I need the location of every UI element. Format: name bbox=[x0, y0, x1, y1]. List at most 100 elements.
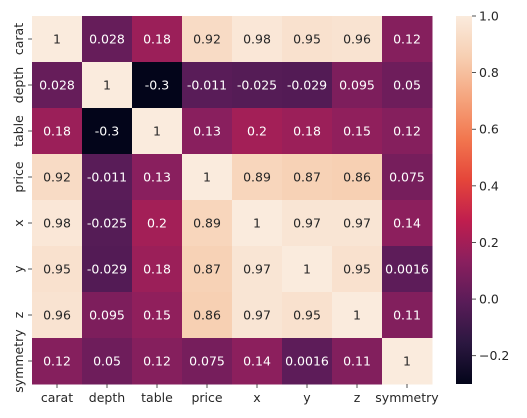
cell-value-label: -0.011 bbox=[187, 78, 227, 93]
heatmap-cell-x-symmetry bbox=[382, 200, 433, 247]
heatmap-cell-y-carat bbox=[32, 246, 83, 293]
y-tick-label-table: table bbox=[11, 115, 26, 147]
heatmap-cell-price-symmetry bbox=[382, 154, 433, 201]
heatmap-cell-carat-table bbox=[132, 16, 183, 63]
cell-value-label: 0.05 bbox=[93, 354, 121, 369]
heatmap-cell-table-carat bbox=[32, 108, 83, 155]
heatmap-cell-y-z bbox=[332, 246, 383, 293]
cell-value-label: 0.12 bbox=[143, 354, 171, 369]
cell-value-label: 0.12 bbox=[393, 124, 421, 139]
cell-value-label: 0.18 bbox=[143, 262, 171, 277]
heatmap-cell-symmetry-table bbox=[132, 338, 183, 385]
cell-value-label: 0.14 bbox=[243, 354, 271, 369]
cell-value-label: 1 bbox=[103, 78, 111, 93]
cell-value-label: 0.95 bbox=[293, 308, 321, 323]
cell-value-label: 0.98 bbox=[243, 32, 271, 47]
heatmap-cell-table-x bbox=[232, 108, 283, 155]
heatmap-cell-price-x bbox=[232, 154, 283, 201]
x-tick-label-x: x bbox=[253, 390, 260, 405]
cell-value-label: 0.98 bbox=[43, 216, 71, 231]
cell-value-label: 0.97 bbox=[243, 308, 271, 323]
heatmap-cell-price-z bbox=[332, 154, 383, 201]
heatmap-cell-symmetry-symmetry bbox=[382, 338, 433, 385]
x-tick-label-y: y bbox=[303, 390, 311, 405]
cell-value-label: 0.96 bbox=[43, 308, 71, 323]
heatmap-cell-price-table bbox=[132, 154, 183, 201]
heatmap-cells bbox=[32, 16, 433, 385]
heatmap-cell-symmetry-carat bbox=[32, 338, 83, 385]
heatmap-cell-price-price bbox=[182, 154, 233, 201]
heatmap-cell-y-depth bbox=[82, 246, 133, 293]
cell-value-label: 0.075 bbox=[389, 170, 425, 185]
cell-value-label: 0.92 bbox=[43, 170, 71, 185]
heatmap-cell-carat-x bbox=[232, 16, 283, 63]
heatmap-cell-table-table bbox=[132, 108, 183, 155]
y-tick-label-price: price bbox=[11, 161, 26, 192]
cell-value-label: 0.87 bbox=[293, 170, 321, 185]
cell-value-label: 0.2 bbox=[247, 124, 267, 139]
heatmap-cell-depth-symmetry bbox=[382, 62, 433, 109]
y-tick-label-depth: depth bbox=[11, 67, 26, 103]
heatmap-cell-y-x bbox=[232, 246, 283, 293]
heatmap-cell-x-carat bbox=[32, 200, 83, 247]
cell-value-label: 0.13 bbox=[143, 170, 171, 185]
cell-value-label: -0.3 bbox=[95, 124, 119, 139]
cell-value-label: -0.029 bbox=[287, 78, 327, 93]
heatmap-cell-x-table bbox=[132, 200, 183, 247]
cell-value-label: 0.97 bbox=[293, 216, 321, 231]
cell-value-label: 0.2 bbox=[147, 216, 167, 231]
heatmap-cell-z-y bbox=[282, 292, 333, 339]
heatmap-cell-depth-carat bbox=[32, 62, 83, 109]
heatmap-cell-carat-symmetry bbox=[382, 16, 433, 63]
x-axis: carat depth table price x y z symmetry bbox=[41, 384, 439, 405]
heatmap-cell-table-y bbox=[282, 108, 333, 155]
cell-value-label: 0.96 bbox=[343, 32, 371, 47]
cell-value-label: 0.87 bbox=[193, 262, 221, 277]
heatmap-cell-carat-z bbox=[332, 16, 383, 63]
cell-value-label: 0.18 bbox=[43, 124, 71, 139]
colorbar-tick-label: 0.6 bbox=[479, 122, 499, 137]
y-axis: carat depth table price x y z symmetry bbox=[11, 23, 32, 393]
cell-value-label: 1 bbox=[53, 32, 61, 47]
heatmap-cell-depth-depth bbox=[82, 62, 133, 109]
heatmap-cell-x-depth bbox=[82, 200, 133, 247]
colorbar-gradient bbox=[456, 16, 472, 384]
cell-value-label: 0.075 bbox=[189, 354, 225, 369]
cell-value-label: 1 bbox=[153, 124, 161, 139]
colorbar-tick-label: 0.8 bbox=[479, 65, 499, 80]
colorbar-tick-label: 1.0 bbox=[479, 9, 499, 24]
y-tick-label-x: x bbox=[11, 219, 26, 226]
cell-value-label: 1 bbox=[353, 308, 361, 323]
x-tick-label-carat: carat bbox=[41, 390, 73, 405]
heatmap-cell-depth-x bbox=[232, 62, 283, 109]
x-tick-label-symmetry: symmetry bbox=[375, 390, 439, 405]
heatmap-cell-labels: 1 0.028 0.18 0.92 0.98 0.95 0.96 0.12 0.028 1 -0.3… bbox=[39, 32, 429, 369]
heatmap-cell-y-symmetry bbox=[382, 246, 433, 293]
cell-value-label: 0.05 bbox=[393, 78, 421, 93]
heatmap-cell-z-x bbox=[232, 292, 283, 339]
colorbar-tick-label: 0.4 bbox=[479, 178, 499, 193]
cell-value-label: 0.095 bbox=[89, 308, 125, 323]
cell-value-label: 0.97 bbox=[343, 216, 371, 231]
x-tick-label-z: z bbox=[354, 390, 361, 405]
heatmap-cell-depth-table bbox=[132, 62, 183, 109]
cell-value-label: 0.18 bbox=[293, 124, 321, 139]
cell-value-label: 1 bbox=[303, 262, 311, 277]
heatmap-cell-x-y bbox=[282, 200, 333, 247]
heatmap-cell-z-price bbox=[182, 292, 233, 339]
heatmap-cell-z-z bbox=[332, 292, 383, 339]
cell-value-label: -0.3 bbox=[145, 78, 169, 93]
cell-value-label: 0.15 bbox=[143, 308, 171, 323]
heatmap-cell-symmetry-depth bbox=[82, 338, 133, 385]
colorbar-tick-label: 0.0 bbox=[479, 292, 499, 307]
heatmap-cell-carat-carat bbox=[32, 16, 83, 63]
heatmap-cell-symmetry-price bbox=[182, 338, 233, 385]
colorbar: −0.2 0.0 0.2 0.4 0.6 0.8 1.0 bbox=[456, 9, 509, 384]
heatmap-cell-table-z bbox=[332, 108, 383, 155]
heatmap-cell-z-symmetry bbox=[382, 292, 433, 339]
heatmap-cell-x-x bbox=[232, 200, 283, 247]
heatmap-cell-depth-price bbox=[182, 62, 233, 109]
heatmap-cell-table-price bbox=[182, 108, 233, 155]
heatmap-cell-table-depth bbox=[82, 108, 133, 155]
